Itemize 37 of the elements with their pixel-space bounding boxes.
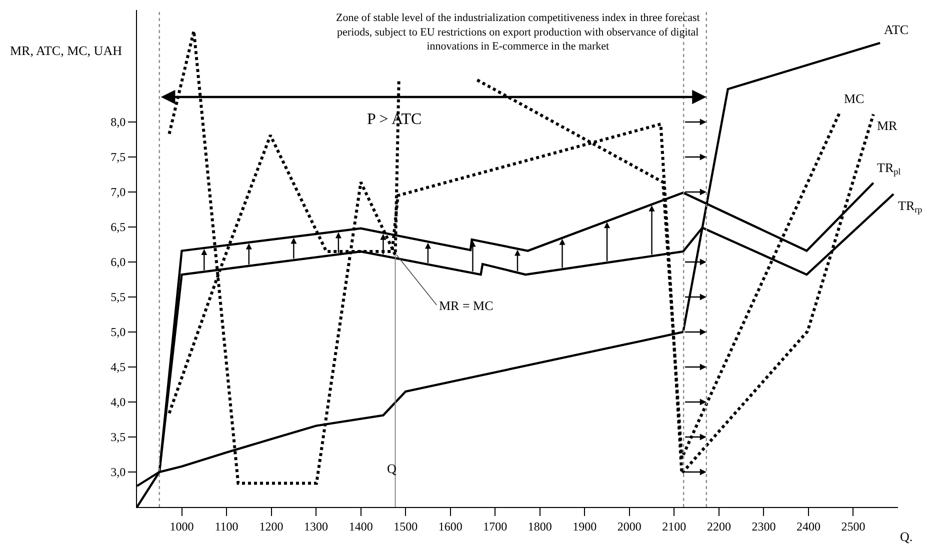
x-tick-label: 1700 — [483, 519, 508, 534]
annotation: Q — [387, 461, 397, 476]
x-tick-label: 1500 — [394, 519, 418, 534]
annotation: MR = MC — [439, 298, 494, 313]
series-label: TR$_{pl}$ — [877, 160, 902, 177]
x-tick-label: 1900 — [572, 519, 597, 534]
x-tick-label: 1600 — [438, 519, 462, 534]
x-tick-label: 1100 — [214, 519, 238, 534]
y-tick-label: 5,5 — [110, 290, 126, 304]
y-tick-label: 5,0 — [110, 325, 126, 340]
y-tick-label: 6,5 — [110, 220, 126, 234]
y-tick-label: 3,0 — [110, 465, 126, 480]
x-tick-label: 2100 — [662, 519, 686, 534]
x-tick-label: 2200 — [706, 519, 731, 534]
series-label: MC — [844, 91, 864, 106]
x-tick-label: 1800 — [528, 519, 552, 534]
series-label: TR$_{rp}$ — [898, 198, 923, 215]
y-axis-title: MR, ATC, MC, UAH — [10, 43, 122, 58]
x-tick-label: 1200 — [259, 519, 284, 534]
y-tick-label: 7,5 — [110, 150, 126, 164]
series-label: ATC — [884, 22, 909, 37]
annotation: Zone of stable level of the industrialization competitiveness index in three forecast periods, subject to EU restrictions on export production with observance of digital innovations in E-commerce in the market — [336, 12, 700, 53]
x-tick-label: 2000 — [617, 519, 642, 534]
y-tick-label: 8,0 — [110, 115, 126, 130]
y-tick-label: 6,0 — [110, 255, 126, 270]
x-tick-label: 1000 — [170, 519, 194, 534]
y-tick-label: 4,5 — [110, 360, 126, 374]
series-label: MR — [877, 118, 898, 133]
x-tick-label: 2300 — [752, 519, 776, 534]
x-axis-title: Q. — [900, 529, 913, 544]
y-tick-label: 7,0 — [110, 185, 126, 200]
x-tick-label: 2500 — [841, 519, 866, 534]
x-tick-label: 2400 — [796, 519, 820, 534]
x-tick-label: 1400 — [348, 519, 373, 534]
y-tick-label: 3,5 — [110, 430, 126, 444]
x-tick-label: 1300 — [304, 519, 328, 534]
y-tick-label: 4,0 — [110, 395, 126, 410]
